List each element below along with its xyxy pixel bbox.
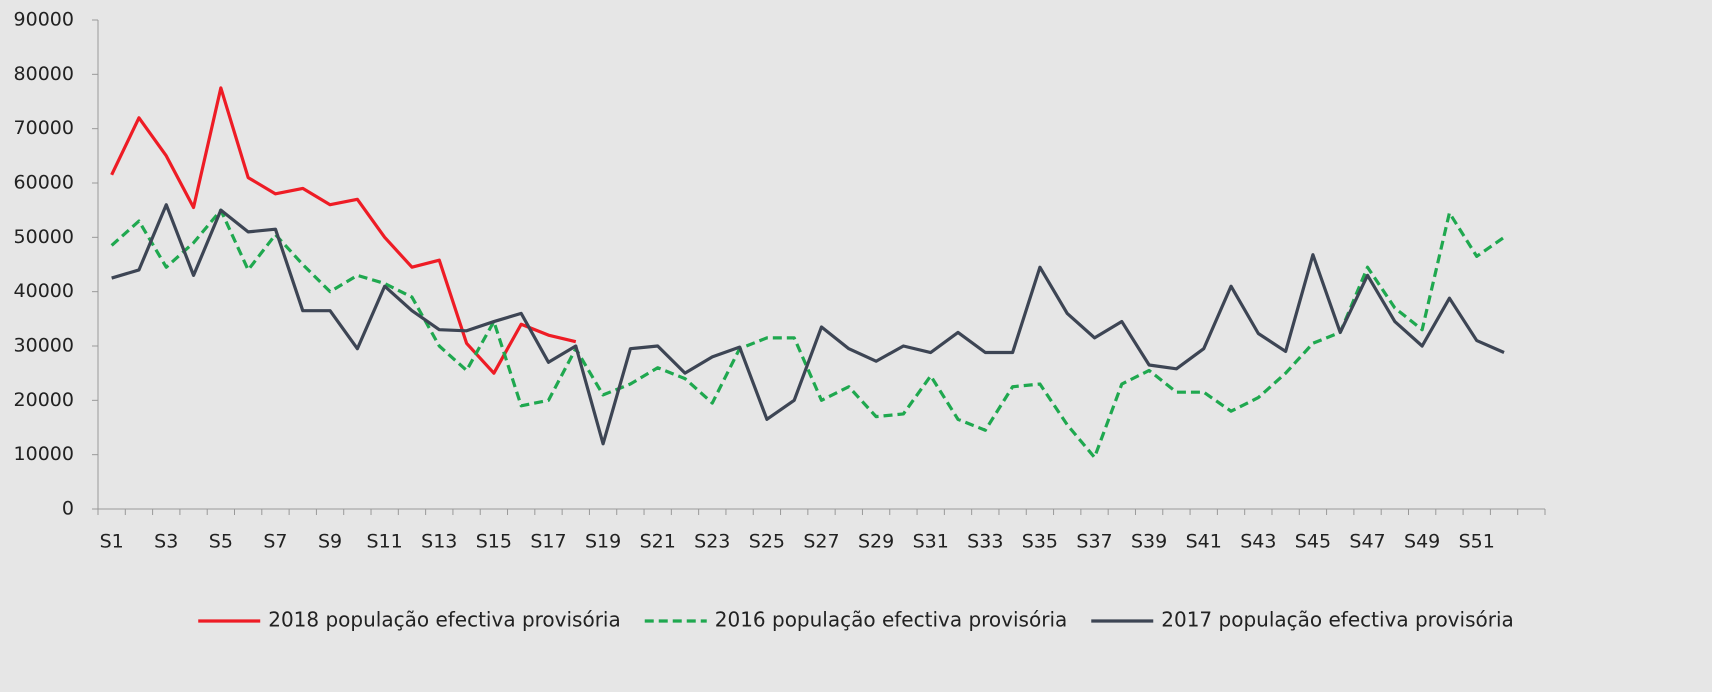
x-tick-label: S51	[1459, 531, 1495, 553]
legend-label: 2018 população efectiva provisória	[268, 608, 621, 632]
legend: 2018 população efectiva provisória 2016 p…	[198, 608, 1514, 632]
series-line	[111, 203, 1505, 446]
x-tick-label: S37	[1076, 531, 1112, 553]
y-tick-label: 40000	[14, 280, 74, 302]
x-tick-label: S3	[154, 531, 178, 553]
x-tick-label: S31	[913, 531, 949, 553]
y-tick-label: 30000	[14, 335, 74, 357]
y-tick-label: 50000	[14, 226, 74, 248]
x-tick-label: S15	[476, 531, 512, 553]
x-tick-label: S39	[1131, 531, 1167, 553]
y-tick-label: 90000	[14, 9, 74, 31]
x-tick-label: S9	[318, 531, 342, 553]
x-tick-label: S21	[640, 531, 676, 553]
y-tick-label: 80000	[14, 63, 74, 85]
x-tick-label: S35	[1022, 531, 1058, 553]
x-tick-label: S29	[858, 531, 894, 553]
y-tick-label: 60000	[14, 172, 74, 194]
x-tick-label: S13	[421, 531, 457, 553]
x-tick-label: S49	[1404, 531, 1440, 553]
x-tick-label: S45	[1295, 531, 1331, 553]
series-line	[110, 86, 577, 375]
y-tick-label: 0	[62, 498, 74, 520]
x-tick-label: S41	[1186, 531, 1222, 553]
x-tick-label: S1	[100, 531, 124, 553]
x-tick-label: S11	[367, 531, 403, 553]
x-tick-label: S23	[694, 531, 730, 553]
y-tick-label: 20000	[14, 389, 74, 411]
x-tick-label: S17	[530, 531, 566, 553]
x-tick-label: S47	[1349, 531, 1385, 553]
x-tick-label: S27	[803, 531, 839, 553]
x-tick-label: S19	[585, 531, 621, 553]
y-tick-label: 70000	[14, 117, 74, 139]
x-tick-label: S5	[209, 531, 233, 553]
x-tick-label: S33	[967, 531, 1003, 553]
x-tick-label: S25	[749, 531, 785, 553]
x-tick-label: S7	[263, 531, 287, 553]
y-tick-label: 10000	[14, 443, 74, 465]
x-tick-label: S43	[1240, 531, 1276, 553]
legend-label: 2017 população efectiva provisória	[1161, 608, 1514, 632]
legend-label: 2016 população efectiva provisória	[715, 608, 1068, 632]
